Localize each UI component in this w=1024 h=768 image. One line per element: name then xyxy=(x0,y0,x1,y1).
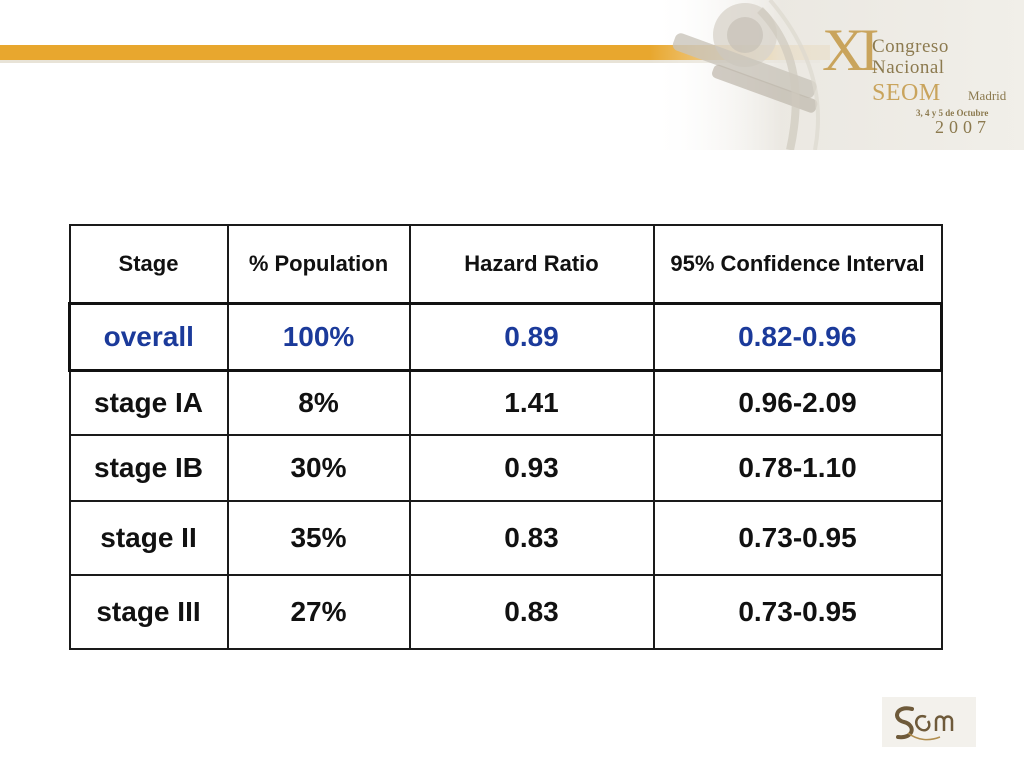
header-confidence-interval: 95% Confidence Interval xyxy=(652,224,943,305)
table-header-row: Stage % Population Hazard Ratio 95% Conf… xyxy=(68,224,943,305)
logo-year: 2007 xyxy=(935,117,991,137)
cell-confidence-interval: 0.82-0.96 xyxy=(652,302,943,372)
cell-hazard-ratio: 0.89 xyxy=(408,302,655,372)
table-row-overall: overall 100% 0.89 0.82-0.96 xyxy=(68,302,943,372)
cell-population: 100% xyxy=(226,302,411,372)
congress-logo: XI Congreso Nacional SEOM Madrid 3, 4 y … xyxy=(820,20,1020,140)
cell-stage: stage IB xyxy=(68,434,229,502)
header-hazard-ratio: Hazard Ratio xyxy=(408,224,655,305)
cell-stage: stage II xyxy=(68,500,229,576)
logo-roman-numeral: XI xyxy=(822,17,879,83)
logo-city: Madrid xyxy=(968,88,1007,103)
header-population: % Population xyxy=(226,224,411,305)
header-stage: Stage xyxy=(68,224,229,305)
cell-hazard-ratio: 0.83 xyxy=(408,500,655,576)
logo-dates: 3, 4 y 5 de Octubre xyxy=(916,108,989,118)
seom-monogram-icon xyxy=(882,697,976,747)
cell-confidence-interval: 0.73-0.95 xyxy=(652,500,943,576)
logo-nacional: Nacional xyxy=(872,57,945,78)
logo-org-name: SEOM xyxy=(872,80,941,106)
cell-confidence-interval: 0.73-0.95 xyxy=(652,574,943,650)
cell-population: 35% xyxy=(226,500,411,576)
table-row: stage III 27% 0.83 0.73-0.95 xyxy=(68,574,943,650)
logo-congreso: Congreso xyxy=(872,36,949,57)
cell-hazard-ratio: 1.41 xyxy=(408,369,655,436)
cell-stage: stage IA xyxy=(68,369,229,436)
table-row: stage II 35% 0.83 0.73-0.95 xyxy=(68,500,943,576)
cell-population: 27% xyxy=(226,574,411,650)
cell-stage: overall xyxy=(68,302,229,372)
cell-population: 30% xyxy=(226,434,411,502)
accent-bar xyxy=(0,45,830,60)
cell-confidence-interval: 0.96-2.09 xyxy=(652,369,943,436)
table-row: stage IB 30% 0.93 0.78-1.10 xyxy=(68,434,943,502)
cell-population: 8% xyxy=(226,369,411,436)
cell-confidence-interval: 0.78-1.10 xyxy=(652,434,943,502)
sextant-illustration-icon xyxy=(650,0,1024,150)
cell-hazard-ratio: 0.93 xyxy=(408,434,655,502)
hazard-ratio-table: Stage % Population Hazard Ratio 95% Conf… xyxy=(68,224,943,650)
cell-stage: stage III xyxy=(68,574,229,650)
cell-hazard-ratio: 0.83 xyxy=(408,574,655,650)
table-row: stage IA 8% 1.41 0.96-2.09 xyxy=(68,369,943,436)
accent-bar-shadow xyxy=(0,60,820,63)
